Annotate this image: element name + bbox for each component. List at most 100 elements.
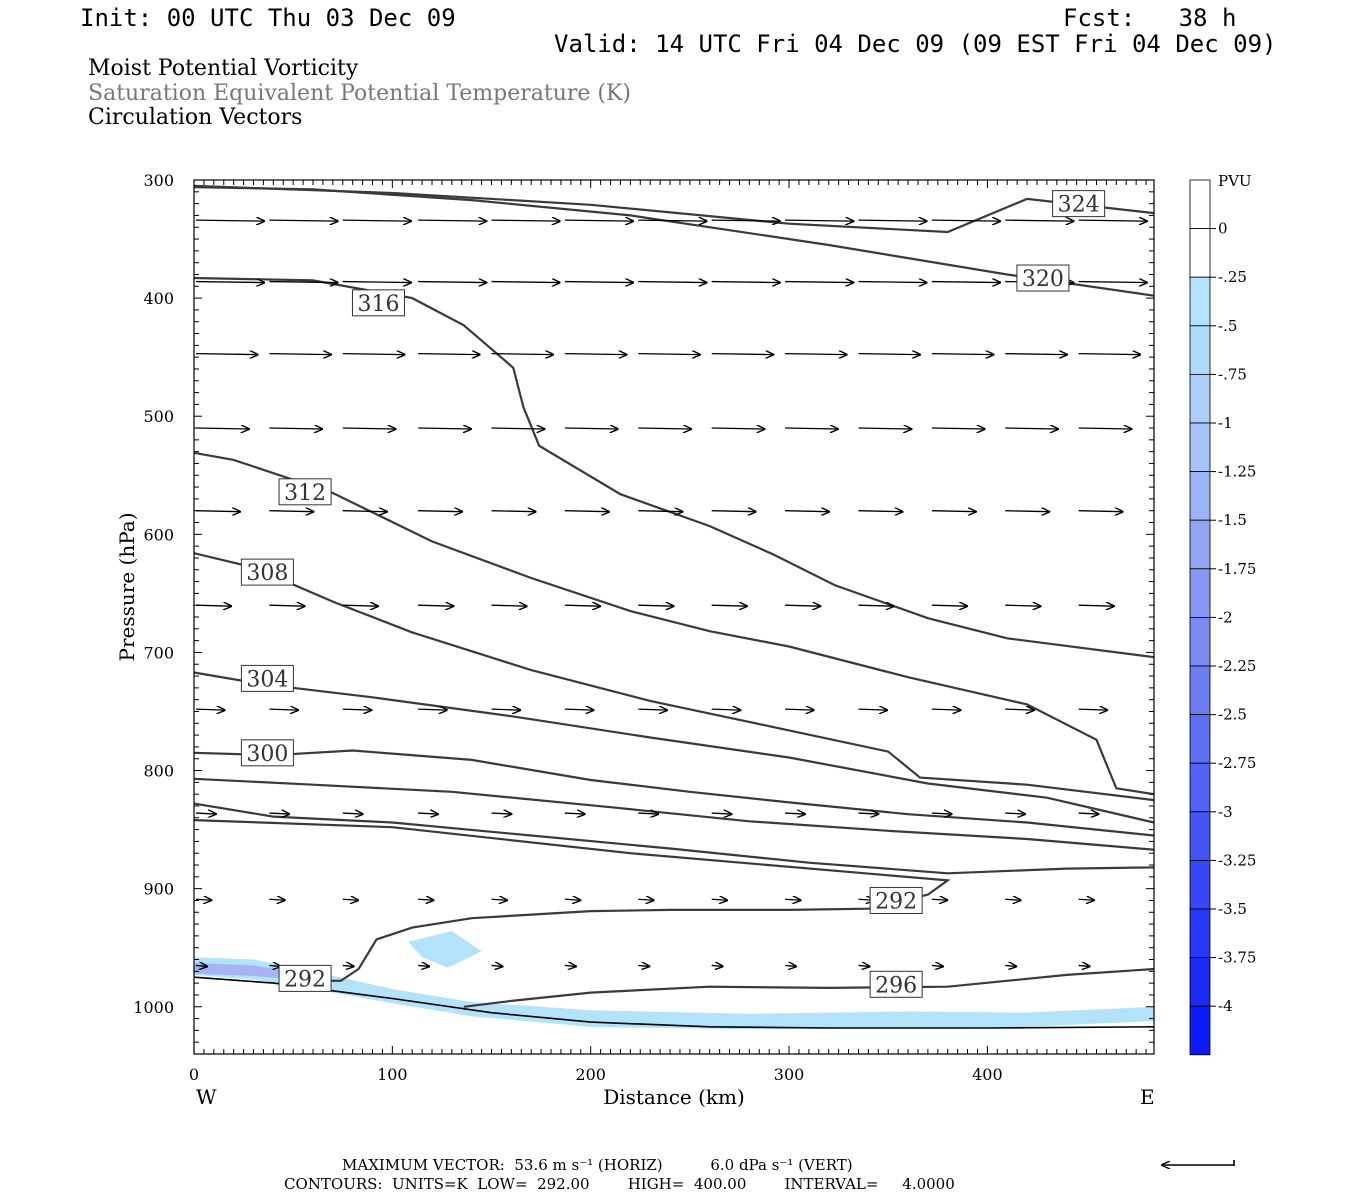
circulation-vector	[418, 511, 462, 512]
pv-shading-layer	[194, 931, 1154, 1030]
contour-label-box	[351, 289, 405, 317]
circulation-vector	[638, 428, 691, 429]
circulation-vector	[418, 709, 447, 710]
max-vector-text: MAXIMUM VECTOR: 53.6 m s⁻¹ (HORIZ) 6.0 d…	[342, 1156, 853, 1174]
circulation-vector	[269, 511, 313, 512]
circulation-vector	[418, 965, 429, 966]
y-tick-label: 600	[143, 525, 174, 544]
circulation-vector	[418, 813, 438, 814]
forecast-hour-label: Fcst: 38 h	[1063, 4, 1237, 32]
y-tick-label: 700	[143, 643, 174, 662]
circulation-vector	[269, 605, 304, 606]
circulation-vector	[269, 709, 298, 710]
theta-e-contour-324	[193, 184, 1155, 234]
circulation-vector	[785, 965, 796, 966]
field-title-thetae: Saturation Equivalent Potential Temperat…	[88, 81, 631, 106]
circulation-vector	[638, 899, 653, 900]
colorbar-label: -3	[1218, 803, 1233, 821]
contour-label-box	[240, 558, 294, 586]
theta-e-contour-308	[193, 552, 1155, 802]
circulation-vector	[711, 899, 727, 900]
circulation-vector	[491, 709, 521, 710]
circulation-vector	[564, 354, 627, 355]
contour-layer	[193, 184, 1155, 1029]
y-tick-label: 300	[143, 171, 174, 190]
colorbar-label: -1.5	[1218, 511, 1247, 529]
colorbar-swatch	[1189, 276, 1211, 327]
circulation-vector	[342, 282, 411, 283]
colorbar-swatch	[1189, 617, 1211, 667]
plot-frame	[193, 179, 1155, 1055]
east-label: E	[1140, 1085, 1155, 1109]
colorbar-swatch	[1189, 860, 1211, 910]
circulation-vector	[638, 709, 667, 710]
x-axis-title: Distance (km)	[603, 1085, 745, 1109]
colorbar-label: -.5	[1218, 317, 1237, 335]
contour-label-box	[1016, 264, 1070, 292]
x-tick-label: 200	[575, 1065, 606, 1084]
circulation-vector	[342, 709, 372, 710]
circulation-vector	[638, 965, 649, 966]
colorbar-swatch	[1189, 519, 1211, 570]
colorbar-swatch	[1189, 908, 1211, 958]
circulation-vector	[1078, 899, 1094, 900]
colorbar-label: -3.75	[1218, 949, 1256, 967]
circulation-vector	[858, 605, 893, 606]
colorbar-label: -.75	[1218, 365, 1247, 383]
circulation-vector	[711, 709, 741, 710]
circulation-vector	[858, 813, 878, 814]
plot-border	[193, 179, 1155, 1055]
circulation-vector	[342, 511, 387, 512]
field-title-mpv: Moist Potential Vorticity	[88, 56, 359, 81]
circulation-vector	[711, 965, 723, 966]
circulation-vector	[491, 282, 560, 283]
circulation-vector	[342, 813, 363, 814]
circulation-vector	[858, 354, 920, 355]
contour-info-text: CONTOURS: UNITS=K LOW= 292.00 HIGH= 400.…	[284, 1175, 955, 1193]
colorbar-label: 0	[1218, 220, 1228, 238]
circulation-vector	[269, 813, 289, 814]
contour-label: 300	[246, 742, 288, 767]
colorbar-swatch	[1189, 1005, 1211, 1056]
circulation-vector	[269, 220, 337, 221]
circulation-vector	[858, 220, 926, 221]
circulation-vector	[491, 354, 554, 355]
circulation-vector	[195, 220, 264, 221]
y-tick-label: 400	[143, 289, 174, 308]
circulation-vector	[269, 282, 337, 283]
field-title-vectors: Circulation Vectors	[88, 105, 303, 130]
contour-label-box	[869, 970, 923, 998]
circulation-vector	[931, 354, 994, 355]
colorbar-swatch	[1189, 471, 1211, 521]
circulation-vector	[638, 813, 658, 814]
west-label: W	[196, 1085, 217, 1109]
circulation-vector	[269, 354, 331, 355]
contour-label: 292	[284, 967, 326, 992]
circulation-vector	[564, 511, 609, 512]
circulation-vector	[195, 605, 231, 606]
theta-e-contour-316	[193, 276, 1155, 659]
colorbar-label: -2.25	[1218, 657, 1256, 675]
colorbar-label: -1.25	[1218, 463, 1256, 481]
circulation-vector	[858, 709, 887, 710]
colorbar-label: -1.75	[1218, 560, 1256, 578]
circulation-vector	[491, 965, 503, 966]
circulation-vector	[1078, 428, 1132, 429]
circulation-vector	[785, 511, 829, 512]
colorbar-swatch	[1189, 228, 1211, 278]
circulation-vector	[491, 899, 507, 900]
axis-layer: 300 400 500 600 700 800 900 1000 0 100 200 300 400 W E…	[115, 171, 1155, 1109]
theta-e-contour-292	[193, 819, 951, 982]
circulation-vector	[1005, 709, 1034, 710]
circulation-vector	[785, 899, 800, 900]
colorbar-swatch	[1189, 665, 1211, 715]
contour-label: 292	[875, 889, 917, 914]
circulation-vector	[711, 220, 780, 221]
y-tick-label: 900	[143, 880, 174, 899]
contour-label: 320	[1022, 267, 1064, 292]
theta-e-contour-300	[193, 749, 1155, 837]
contour-label: 296	[875, 973, 917, 998]
circulation-vector	[564, 899, 580, 900]
circulation-vector	[638, 511, 682, 512]
colorbar-label: -3.25	[1218, 851, 1256, 869]
